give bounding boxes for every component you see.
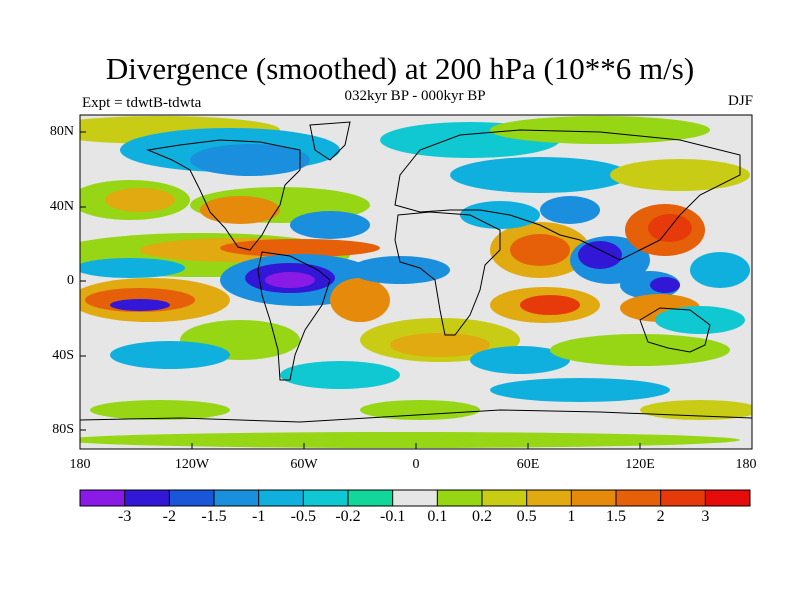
field-band — [578, 241, 622, 269]
field-band — [190, 144, 310, 176]
lon-label: 60E — [516, 457, 540, 472]
lon-label: 60W — [290, 457, 318, 472]
colorbar-label: 3 — [701, 508, 710, 525]
colorbar-label: -0.1 — [379, 508, 406, 525]
coastlines — [80, 121, 752, 423]
colorbar-swatch — [616, 490, 662, 506]
colorbar-swatch — [258, 490, 304, 506]
coastline-north-america — [146, 139, 301, 251]
lon-label: 120W — [174, 457, 210, 472]
field-band — [470, 346, 570, 374]
lon-label: 180 — [69, 457, 91, 472]
lat-label: 80N — [49, 124, 74, 139]
field-band — [80, 432, 740, 448]
field-band — [105, 188, 175, 212]
colorbar-swatch — [392, 490, 438, 506]
field-band — [640, 400, 752, 420]
colorbar-label: -0.5 — [290, 508, 316, 525]
colorbar-swatch — [214, 490, 260, 506]
experiment-label: Expt = tdwtB-tdwta — [82, 95, 202, 111]
coastline-antarctica — [80, 409, 752, 423]
coastline-europe-asia — [394, 129, 741, 261]
lon-label: 0 — [412, 457, 420, 472]
field-band — [390, 333, 490, 357]
colorbar-swatch — [169, 490, 215, 506]
field-band — [460, 201, 540, 229]
field-band — [200, 196, 280, 224]
lat-label: 80S — [52, 422, 74, 437]
field-band — [80, 258, 185, 278]
coastline-australia — [639, 307, 711, 353]
colorbar-label: 0.5 — [516, 508, 537, 525]
field-band — [510, 234, 570, 266]
colorbar-label: -2 — [162, 508, 176, 525]
map-title: Divergence (smoothed) at 200 hPa (10**6 … — [105, 51, 695, 86]
lat-label: 0 — [67, 273, 74, 288]
field-band — [360, 400, 480, 420]
lat-label: 40N — [49, 199, 74, 214]
lon-label: 180 — [735, 457, 757, 472]
colorbar-swatch — [348, 490, 394, 506]
field-band — [655, 306, 745, 334]
field-band — [280, 361, 400, 389]
field-band — [490, 378, 670, 402]
field-band — [350, 256, 450, 284]
field-band — [330, 278, 390, 322]
field-band — [110, 341, 230, 369]
coastline-greenland — [309, 121, 351, 161]
colorbar-swatch — [124, 490, 170, 506]
colorbar-swatch — [303, 490, 349, 506]
field-band — [650, 277, 680, 293]
field-band — [540, 196, 600, 224]
colorbar-label: -1 — [251, 508, 266, 525]
colorbar-swatch — [660, 490, 706, 506]
coastline-africa — [394, 211, 501, 336]
colorbar-label: 1 — [567, 508, 576, 525]
colorbar — [79, 489, 751, 507]
lon-label: 120E — [625, 457, 655, 472]
field-band — [520, 295, 580, 315]
field-band — [290, 211, 370, 239]
colorbar-swatch — [482, 490, 528, 506]
colorbar-label: 2 — [656, 508, 665, 525]
field-band — [550, 334, 730, 366]
colorbar-label: 0.2 — [472, 508, 492, 525]
coastline-south-america — [257, 251, 331, 381]
field-band — [610, 159, 750, 191]
field-band — [265, 272, 315, 288]
map-subtitle: 032kyr BP - 000kyr BP — [344, 88, 486, 104]
colorbar-label: 0.1 — [427, 508, 448, 525]
colorbar-swatch — [526, 490, 572, 506]
colorbar-label: -0.2 — [335, 508, 361, 525]
colorbar-frame — [79, 489, 751, 507]
colorbar-label: -1.5 — [201, 508, 227, 525]
colorbar-swatch — [705, 490, 751, 506]
colorbar-swatch — [571, 490, 617, 506]
field-band — [90, 400, 230, 420]
field-band — [220, 239, 380, 257]
divergence-field — [80, 115, 752, 449]
colorbar-label: 1.5 — [606, 508, 626, 525]
field-band — [450, 157, 630, 193]
season-label: DJF — [727, 93, 753, 109]
field-band — [110, 299, 170, 311]
colorbar-label: -3 — [117, 508, 132, 525]
field-band — [690, 252, 750, 288]
colorbar-swatch — [80, 490, 126, 506]
colorbar-swatch — [437, 490, 483, 506]
lat-label: 40S — [52, 348, 74, 363]
axis-ticks — [79, 131, 753, 449]
